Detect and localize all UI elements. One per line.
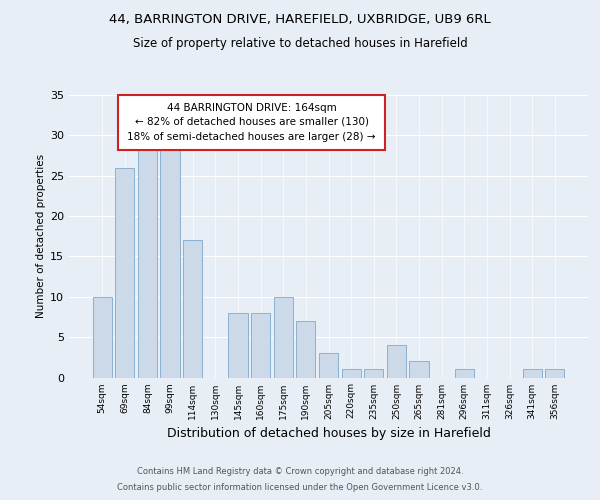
Bar [364,370,383,378]
Bar [274,297,293,378]
Bar [138,144,157,378]
Bar [523,370,542,378]
Bar [319,354,338,378]
Bar [455,370,474,378]
Text: Contains public sector information licensed under the Open Government Licence v3: Contains public sector information licen… [118,484,482,492]
Bar [229,313,248,378]
Bar [387,345,406,378]
Text: Size of property relative to detached houses in Harefield: Size of property relative to detached ho… [133,38,467,51]
Text: ← 82% of detached houses are smaller (130): ← 82% of detached houses are smaller (13… [134,116,368,126]
Y-axis label: Number of detached properties: Number of detached properties [36,154,46,318]
Bar [183,240,202,378]
Text: 44, BARRINGTON DRIVE, HAREFIELD, UXBRIDGE, UB9 6RL: 44, BARRINGTON DRIVE, HAREFIELD, UXBRIDG… [109,12,491,26]
Bar [341,370,361,378]
Text: 44 BARRINGTON DRIVE: 164sqm: 44 BARRINGTON DRIVE: 164sqm [167,103,337,113]
Bar [92,297,112,378]
FancyBboxPatch shape [118,95,385,150]
Text: 18% of semi-detached houses are larger (28) →: 18% of semi-detached houses are larger (… [127,132,376,142]
Bar [409,362,428,378]
Bar [251,313,270,378]
Bar [115,168,134,378]
Bar [296,321,316,378]
Bar [160,144,180,378]
Bar [545,370,565,378]
X-axis label: Distribution of detached houses by size in Harefield: Distribution of detached houses by size … [167,427,490,440]
Text: Contains HM Land Registry data © Crown copyright and database right 2024.: Contains HM Land Registry data © Crown c… [137,467,463,476]
